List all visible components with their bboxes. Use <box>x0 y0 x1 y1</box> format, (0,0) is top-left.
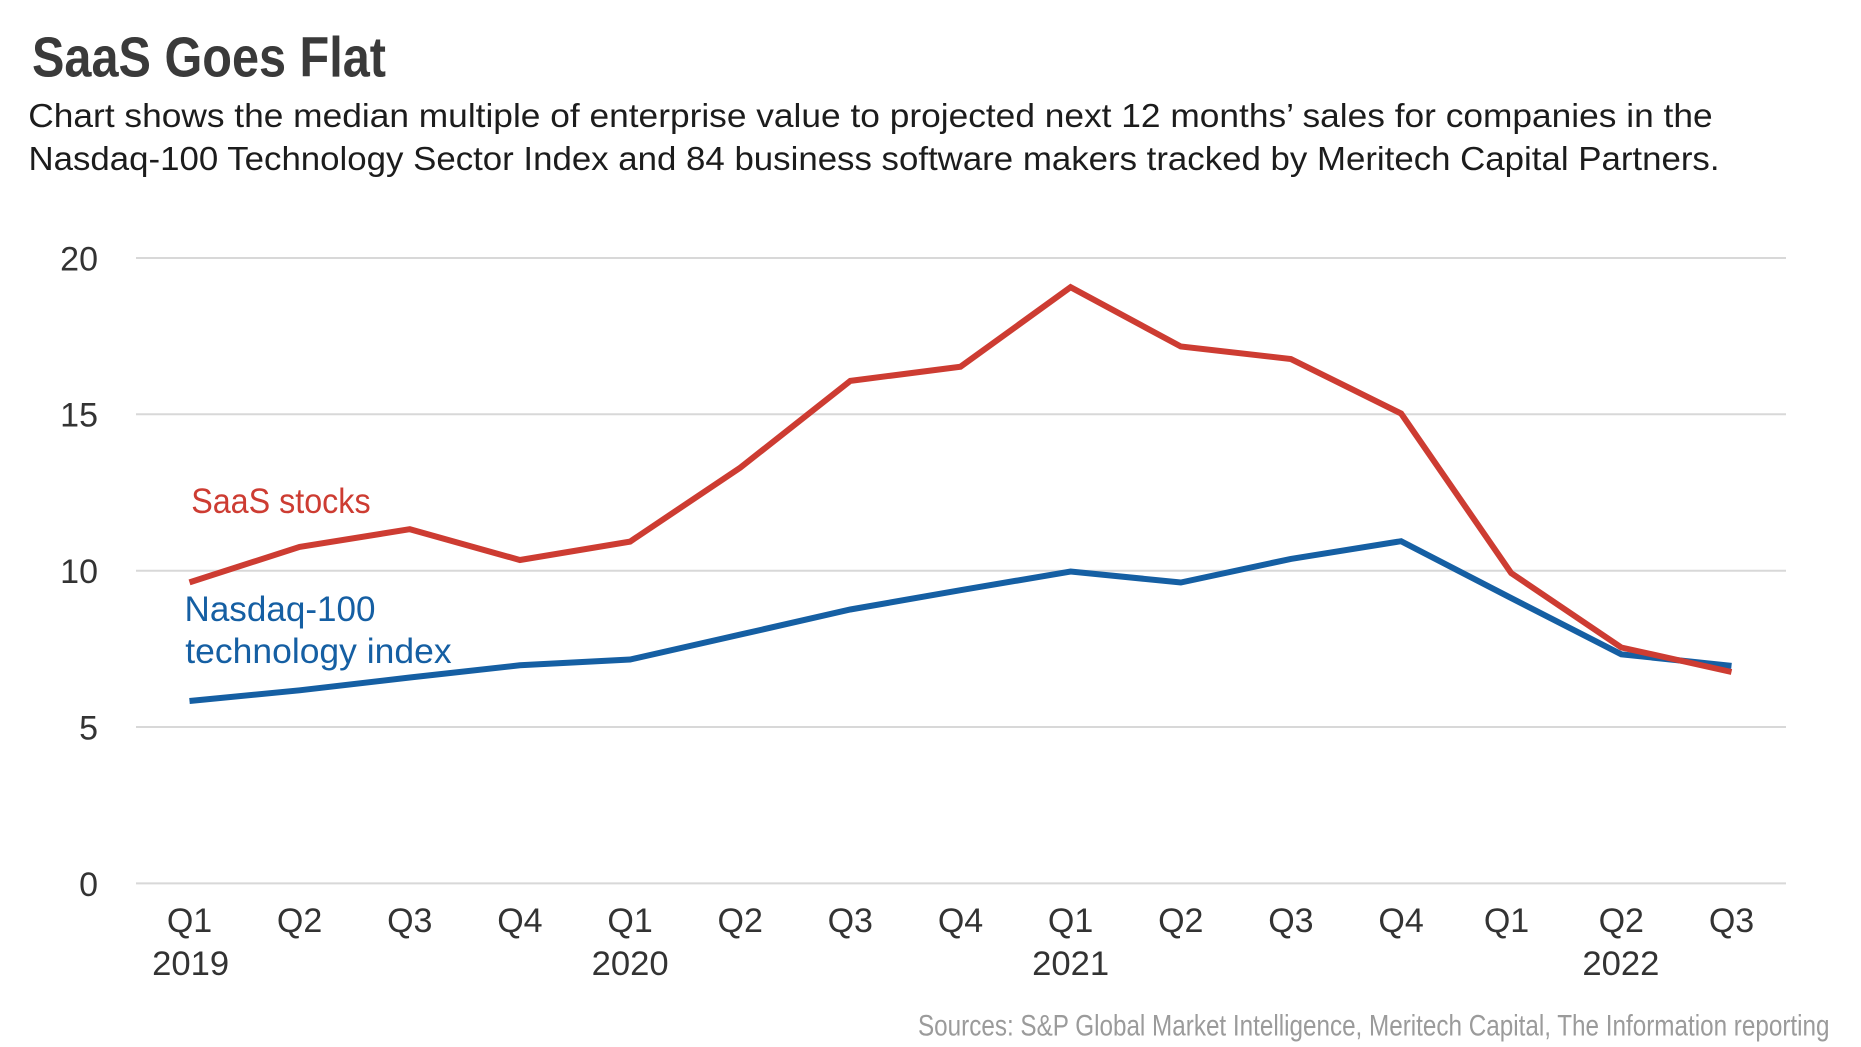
svg-text:Q2: Q2 <box>277 902 322 940</box>
svg-text:5: 5 <box>79 709 98 747</box>
svg-text:Q1: Q1 <box>167 902 212 940</box>
svg-text:SaaS stocks: SaaS stocks <box>191 482 370 521</box>
svg-text:15: 15 <box>60 397 98 435</box>
svg-text:Chart shows the median multipl: Chart shows the median multiple of enter… <box>28 97 1712 134</box>
svg-text:2020: 2020 <box>592 945 669 983</box>
svg-text:Q3: Q3 <box>1268 902 1313 940</box>
svg-text:Q2: Q2 <box>1599 902 1644 940</box>
svg-text:Q4: Q4 <box>497 902 542 940</box>
svg-text:SaaS Goes Flat: SaaS Goes Flat <box>32 26 386 90</box>
svg-text:2019: 2019 <box>152 945 229 983</box>
svg-text:Q4: Q4 <box>938 902 983 940</box>
svg-text:2021: 2021 <box>1032 945 1109 983</box>
svg-text:2022: 2022 <box>1582 945 1659 983</box>
svg-text:Q1: Q1 <box>1484 902 1529 940</box>
svg-text:Nasdaq-100 Technology Sector I: Nasdaq-100 Technology Sector Index and 8… <box>29 140 1720 177</box>
svg-text:10: 10 <box>60 553 98 591</box>
svg-text:Q3: Q3 <box>387 902 432 940</box>
svg-text:20: 20 <box>60 240 98 278</box>
svg-text:Q3: Q3 <box>1709 902 1754 940</box>
svg-text:Nasdaq-100: Nasdaq-100 <box>185 590 376 629</box>
svg-text:Q3: Q3 <box>828 902 873 940</box>
svg-text:Sources: S&P Global Market Int: Sources: S&P Global Market Intelligence,… <box>918 1009 1830 1042</box>
svg-text:0: 0 <box>79 866 98 904</box>
svg-text:Q2: Q2 <box>718 902 763 940</box>
svg-text:Q1: Q1 <box>607 902 652 940</box>
svg-text:Q4: Q4 <box>1378 902 1423 940</box>
svg-text:Q1: Q1 <box>1048 902 1093 940</box>
svg-text:technology index: technology index <box>185 632 452 671</box>
svg-text:Q2: Q2 <box>1158 902 1203 940</box>
